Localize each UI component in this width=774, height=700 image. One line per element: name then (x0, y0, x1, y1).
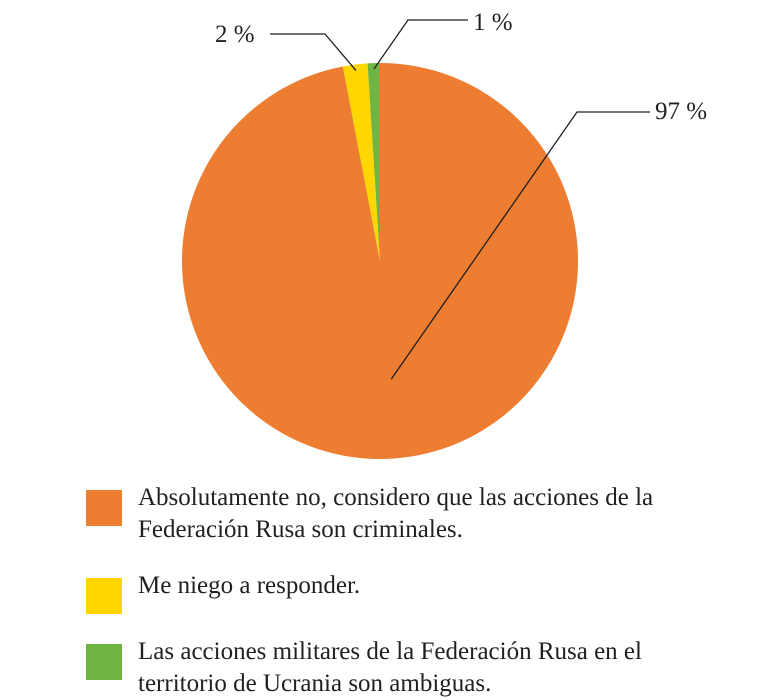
pie-slice-ambiguous (367, 63, 380, 261)
leader-lines (270, 19, 650, 380)
pie-slice-refuse (342, 63, 380, 261)
leader-line-2 (270, 33, 357, 71)
legend-label: Me niego a responder. (138, 572, 361, 599)
data-label-2: 2 % (215, 21, 255, 48)
data-label-1: 1 % (473, 9, 513, 36)
legend-item-ambiguous: Las acciones militares de la Federación … (86, 636, 766, 700)
leader-line-97 (390, 111, 650, 380)
data-labels: 97 % 2 % 1 % (215, 9, 707, 125)
legend-label: Absolutamente no, considero que las acci… (138, 484, 654, 543)
pie-chart: 97 % 2 % 1 % (182, 9, 707, 460)
legend-swatch-orange (86, 490, 122, 526)
pie-slices (182, 63, 579, 460)
leader-line-1 (373, 19, 468, 70)
legend-swatch-yellow (86, 578, 122, 614)
legend: Absolutamente no, considero que las acci… (86, 482, 766, 700)
legend-label: Las acciones militares de la Federación … (138, 638, 642, 697)
legend-swatch-green (86, 644, 122, 680)
legend-item-refuse: Me niego a responder. (86, 570, 766, 614)
data-label-97: 97 % (655, 98, 707, 125)
legend-item-criminal: Absolutamente no, considero que las acci… (86, 482, 766, 546)
